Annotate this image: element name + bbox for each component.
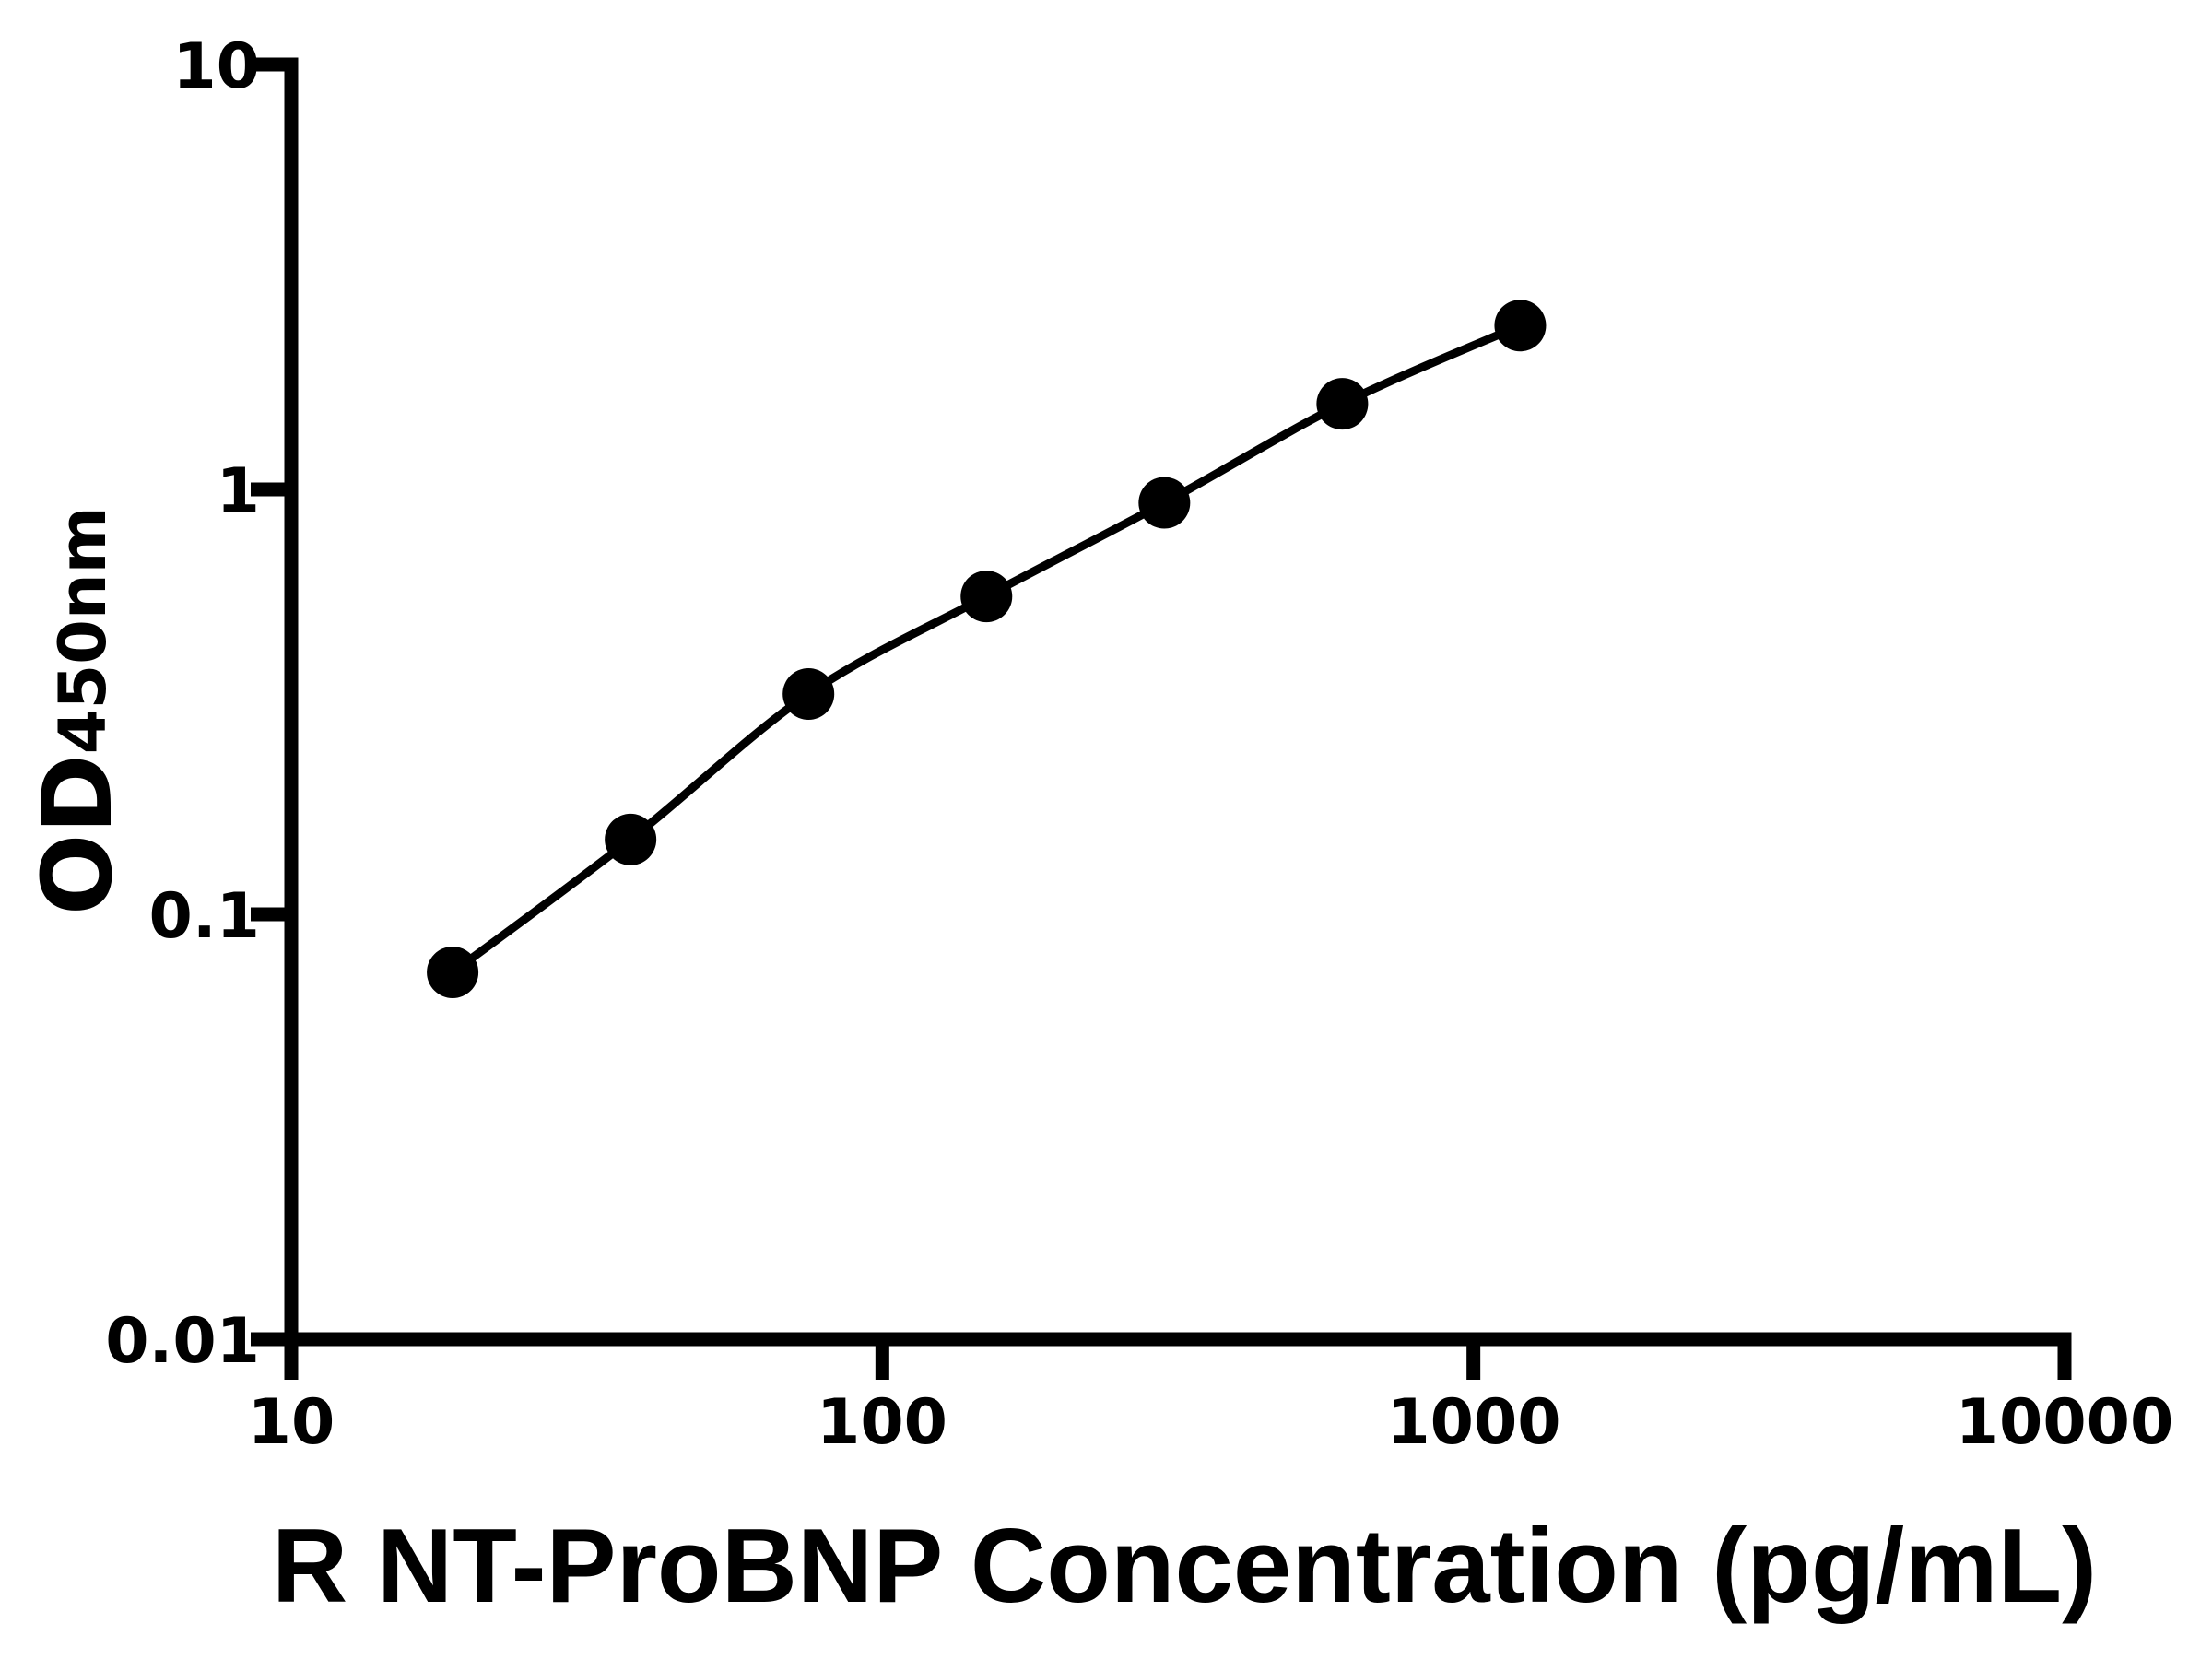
data-point <box>427 947 479 999</box>
data-point <box>1494 300 1547 352</box>
axis-spines <box>284 57 2072 1347</box>
y-tick-label-0p1: 0.1 <box>149 880 260 953</box>
data-series-layer <box>427 300 1547 999</box>
y-tick-label-1: 1 <box>217 455 260 528</box>
data-point <box>1138 477 1191 529</box>
x-tick-label-10: 10 <box>248 1386 335 1459</box>
standard-curve-line <box>450 322 1523 976</box>
x-tick-label-10000: 10000 <box>1956 1386 2174 1459</box>
data-point <box>782 667 835 720</box>
y-axis-title: OD450nm <box>21 506 134 915</box>
y-tick-label-0p01: 0.01 <box>105 1305 260 1378</box>
x-tick-label-1000: 1000 <box>1386 1386 1560 1459</box>
axes-layer <box>251 57 2072 1380</box>
data-point <box>1316 378 1369 430</box>
x-tick-label-100: 100 <box>817 1386 947 1459</box>
data-point <box>605 813 657 865</box>
data-point <box>960 571 1013 623</box>
y-axis-title-main: OD <box>21 754 134 915</box>
x-axis-title: R NT-ProBNP Concentration (pg/mL) <box>272 1508 2097 1625</box>
y-axis-title-sub: 450nm <box>45 506 121 754</box>
y-tick-label-10: 10 <box>172 30 260 103</box>
